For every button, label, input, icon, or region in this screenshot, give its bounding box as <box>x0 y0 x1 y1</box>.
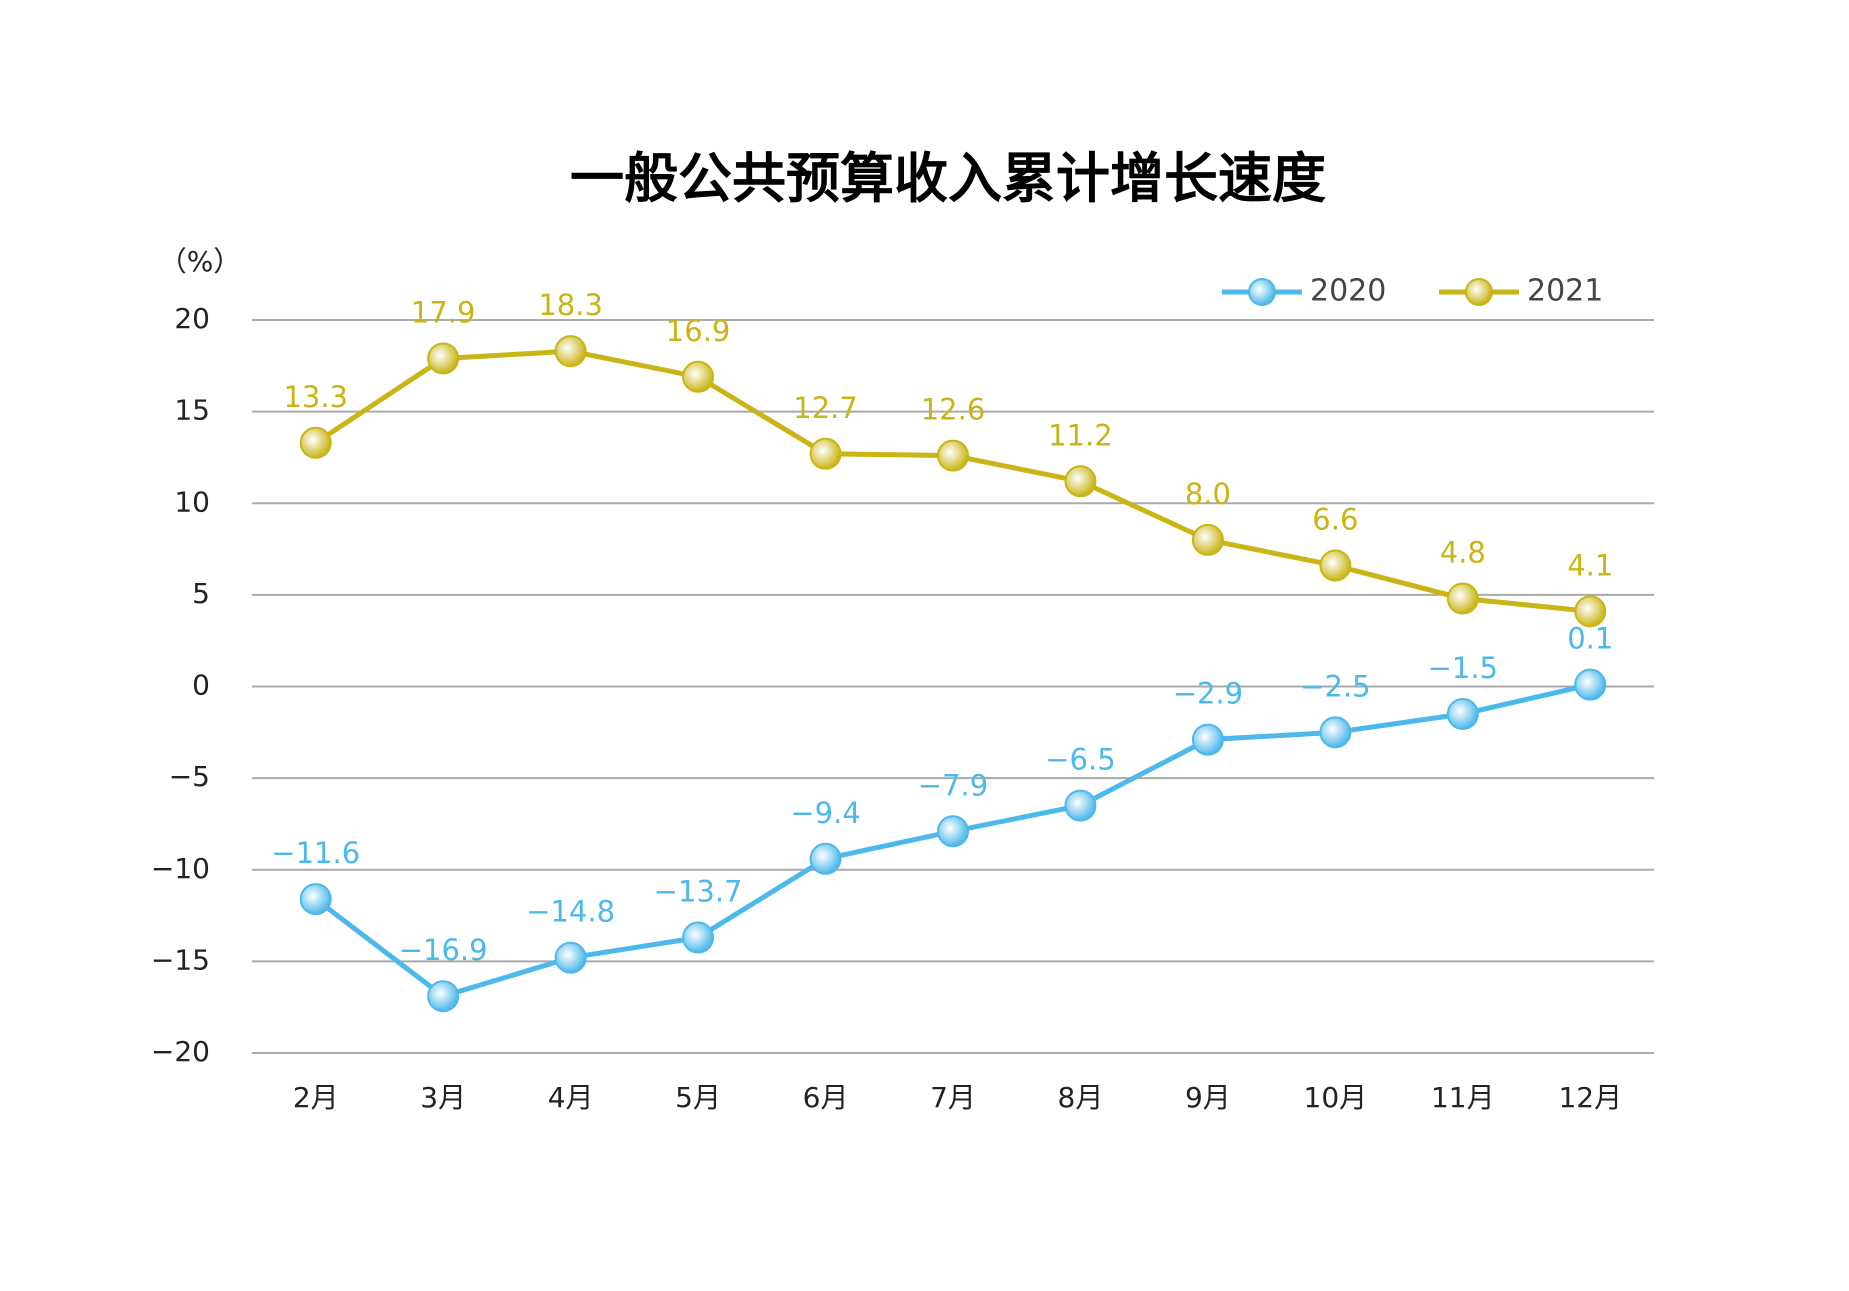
data-label: 16.9 <box>666 314 731 348</box>
data-point <box>554 941 587 974</box>
data-label: 13.3 <box>283 380 348 414</box>
data-point <box>299 883 332 916</box>
legend-label: 2020 <box>1310 274 1386 309</box>
data-label: 11.2 <box>1048 418 1113 452</box>
data-point <box>1574 668 1607 701</box>
data-point <box>1574 595 1607 628</box>
x-tick-label: 5月 <box>675 1081 721 1114</box>
data-point <box>809 437 842 470</box>
y-tick-label: 20 <box>174 302 210 335</box>
x-tick-label: 7月 <box>930 1081 976 1114</box>
data-point <box>682 921 715 954</box>
data-point <box>554 335 587 368</box>
y-tick-label: −5 <box>169 760 210 793</box>
data-point <box>1064 789 1097 822</box>
data-label: 4.8 <box>1440 536 1486 570</box>
data-label: −16.9 <box>399 933 488 967</box>
data-label: −11.6 <box>271 836 360 870</box>
x-tick-label: 10月 <box>1304 1081 1368 1114</box>
data-point <box>937 815 969 848</box>
legend-marker <box>1465 278 1493 306</box>
data-label: −13.7 <box>654 875 743 909</box>
data-label: 12.7 <box>793 391 858 425</box>
data-point <box>937 439 969 472</box>
x-tick-label: 6月 <box>803 1081 849 1114</box>
data-point <box>682 360 715 393</box>
data-point <box>1319 549 1352 582</box>
data-label: −6.5 <box>1045 743 1115 777</box>
data-point <box>1191 523 1224 556</box>
data-label: 8.0 <box>1185 477 1231 511</box>
data-label: 4.1 <box>1567 548 1613 582</box>
data-point <box>427 342 460 375</box>
legend-marker <box>1248 278 1276 306</box>
y-tick-label: 5 <box>192 577 210 610</box>
data-label: −1.5 <box>1428 651 1498 685</box>
x-tick-label: 4月 <box>548 1081 594 1114</box>
data-label: −7.9 <box>918 768 988 802</box>
data-label: 18.3 <box>538 288 603 322</box>
data-point <box>1064 465 1097 498</box>
data-label: 12.6 <box>921 393 986 427</box>
data-point <box>1446 697 1479 730</box>
y-tick-label: 0 <box>192 669 210 702</box>
y-tick-label: −20 <box>151 1035 210 1068</box>
data-point <box>1446 582 1479 615</box>
y-tick-label: 10 <box>174 485 210 518</box>
data-point <box>299 426 332 459</box>
x-tick-label: 9月 <box>1185 1081 1231 1114</box>
x-tick-label: 8月 <box>1058 1081 1104 1114</box>
data-point <box>427 980 460 1013</box>
series-line <box>314 348 1591 614</box>
x-tick-label: 2月 <box>293 1081 339 1114</box>
x-tick-label: 11月 <box>1431 1081 1495 1114</box>
data-label: 6.6 <box>1312 503 1358 537</box>
data-label: 17.9 <box>411 295 476 329</box>
data-point <box>1191 723 1224 756</box>
data-label: −2.5 <box>1300 669 1370 703</box>
data-label: −9.4 <box>790 796 860 830</box>
data-point <box>809 842 842 875</box>
data-label: −2.9 <box>1173 677 1243 711</box>
x-tick-label: 3月 <box>420 1081 466 1114</box>
y-tick-label: −15 <box>151 943 210 976</box>
chart-title: 一般公共预算收入累计增长速度 <box>570 146 1326 210</box>
x-tick-label: 12月 <box>1558 1081 1622 1114</box>
y-tick-label: −10 <box>151 852 210 885</box>
y-axis-label: （%） <box>159 245 242 278</box>
data-label: −14.8 <box>526 895 615 929</box>
data-point <box>1319 716 1352 749</box>
legend-label: 2021 <box>1527 274 1603 309</box>
y-tick-label: 15 <box>174 394 210 427</box>
